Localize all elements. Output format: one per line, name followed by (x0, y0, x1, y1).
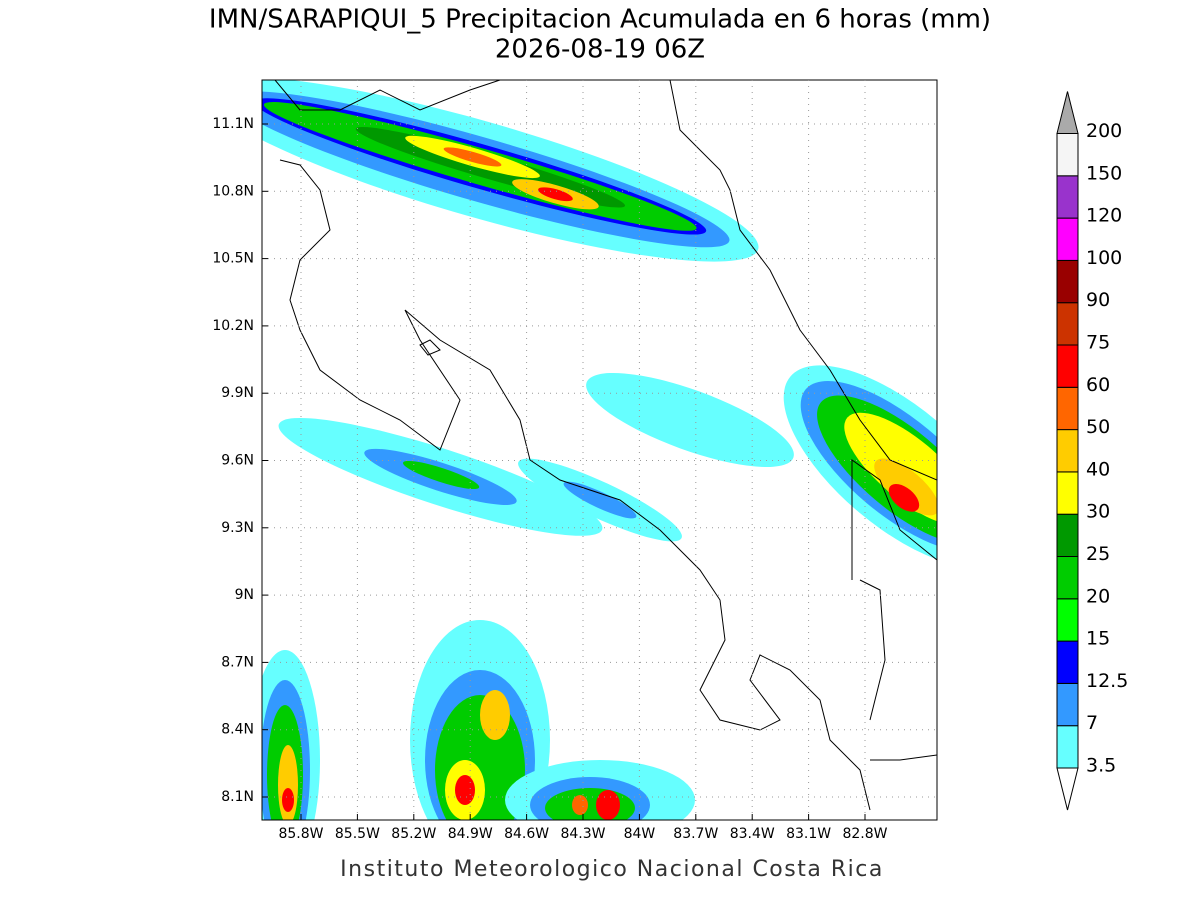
lat-tick-label: 9.3N (221, 520, 254, 536)
lon-tick-label: 82.8W (842, 826, 887, 842)
colorbar-label: 50 (1086, 416, 1110, 438)
colorbar-label: 60 (1086, 374, 1110, 396)
lon-tick-label: 85.2W (391, 826, 436, 842)
lat-tick-label: 8.1N (221, 789, 254, 805)
colorbar-box (1056, 556, 1079, 600)
colorbar-box (1056, 133, 1079, 177)
colorbar-label: 15 (1086, 628, 1110, 650)
colorbar-box (1056, 175, 1079, 219)
colorbar-label: 7 (1086, 712, 1098, 734)
colorbar-label: 200 (1086, 120, 1122, 142)
lon-tick-label: 84.6W (504, 826, 549, 842)
colorbar-label: 75 (1086, 332, 1110, 354)
colorbar-label: 30 (1086, 501, 1110, 523)
colorbar-label: 150 (1086, 162, 1122, 184)
colorbar-box (1056, 640, 1079, 684)
footer: Instituto Meteorologico Nacional Costa R… (340, 857, 884, 882)
colorbar-label: 25 (1086, 543, 1110, 565)
lat-tick-label: 10.2N (212, 318, 254, 334)
colorbar-label: 20 (1086, 585, 1110, 607)
colorbar-label: 90 (1086, 289, 1110, 311)
coastline (274, 80, 937, 811)
lon-tick-label: 84.9W (448, 826, 493, 842)
colorbar-label: 100 (1086, 247, 1122, 269)
colorbar-under (1056, 767, 1079, 811)
subtitle: 2026-08-19 06Z (495, 35, 705, 65)
colorbar-box (1056, 386, 1079, 431)
lat-tick-label: 8.4N (221, 722, 254, 738)
colorbar-box (1056, 259, 1079, 304)
colorbar-box (1056, 471, 1079, 515)
colorbar-box (1056, 513, 1079, 558)
colorbar-box (1056, 682, 1079, 727)
precip-field (262, 80, 937, 820)
lat-tick-label: 8.7N (221, 654, 254, 670)
lon-tick-label: 83.4W (730, 826, 775, 842)
lon-tick-label: 83.7W (673, 826, 718, 842)
colorbar-over (1056, 91, 1079, 134)
title: IMN/SARAPIQUI_5 Precipitacion Acumulada … (209, 5, 991, 35)
map-frame (261, 79, 938, 821)
colorbar-box (1056, 725, 1079, 769)
colorbar-label: 120 (1086, 205, 1122, 227)
colorbar-box (1056, 598, 1079, 642)
lat-tick-label: 11.1N (212, 116, 254, 132)
lat-tick-label: 9.6N (221, 453, 254, 469)
colorbar-box (1056, 344, 1079, 388)
colorbar-label: 3.5 (1086, 755, 1116, 777)
lon-tick-label: 84.3W (560, 826, 605, 842)
lon-tick-label: 84W (624, 826, 656, 842)
colorbar-label: 40 (1086, 458, 1110, 480)
lat-tick-label: 9.9N (221, 385, 254, 401)
lat-tick-label: 9N (235, 587, 254, 603)
colorbar-box (1056, 302, 1079, 346)
lat-tick-label: 10.5N (212, 251, 254, 267)
lon-tick-label: 83.1W (786, 826, 831, 842)
colorbar-label: 12.5 (1086, 670, 1128, 692)
lon-tick-label: 85.8W (278, 826, 323, 842)
lat-tick-label: 10.8N (212, 183, 254, 199)
colorbar-box (1056, 217, 1079, 261)
lon-tick-label: 85.5W (335, 826, 380, 842)
colorbar-box (1056, 429, 1079, 473)
